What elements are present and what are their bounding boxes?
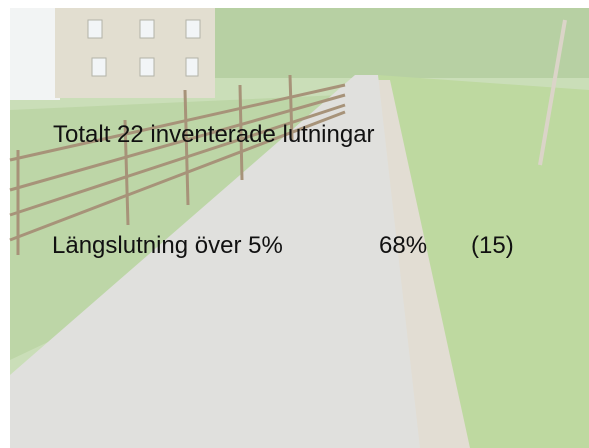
- slide: {"slide": {"title": "Totalt 22 inventera…: [0, 0, 589, 448]
- stat-label: Längslutning över 5%: [52, 232, 283, 260]
- title: Totalt 22 inventerade lutningar: [53, 121, 375, 149]
- photo: [0, 0, 589, 448]
- stat-count: (15): [471, 232, 514, 260]
- wash: [10, 8, 589, 448]
- stat-percent: 68%: [379, 232, 427, 260]
